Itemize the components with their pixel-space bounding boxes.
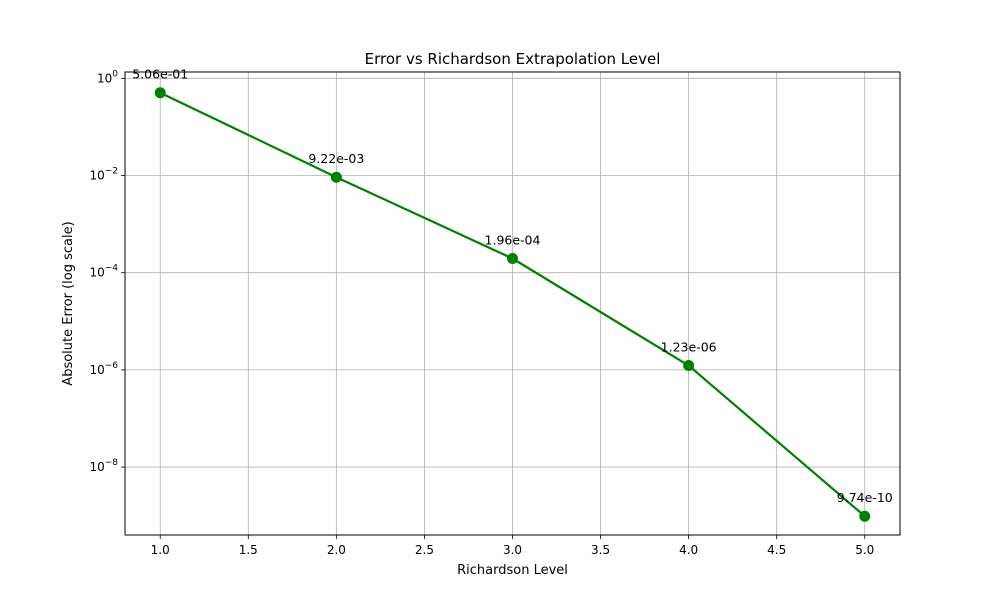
data-point <box>330 171 342 183</box>
data-point <box>507 253 518 265</box>
x-tick-label: 3.0 <box>503 543 522 557</box>
y-axis-ticks: 100 10−2 10−4 10−6 10−8 <box>89 69 125 474</box>
x-tick-label: 5.0 <box>855 543 874 557</box>
data-label: 1.96e-04 <box>485 233 541 248</box>
x-axis-ticks: 1.0 1.5 2.0 2.5 3.0 3.5 4.0 4.5 5.0 <box>151 535 874 557</box>
data-labels: 5.06e-01 9.22e-03 1.96e-04 1.23e-06 9.74e-10 <box>132 67 893 506</box>
x-tick-label: 2.5 <box>415 543 434 557</box>
x-axis-label: Richardson Level <box>457 563 568 578</box>
x-tick-label: 4.0 <box>679 543 698 557</box>
y-tick-label: 10−2 <box>89 167 118 183</box>
series <box>154 87 871 522</box>
y-tick-label: 10−8 <box>89 458 118 474</box>
chart-title: Error vs Richardson Extrapolation Level <box>365 50 661 68</box>
data-label: 9.22e-03 <box>308 151 364 166</box>
grid <box>125 72 900 535</box>
y-tick-label: 10−4 <box>89 264 118 280</box>
data-label: 1.23e-06 <box>661 340 717 355</box>
y-axis-label: Absolute Error (log scale) <box>61 221 76 385</box>
x-tick-label: 3.5 <box>591 543 610 557</box>
data-label: 5.06e-01 <box>132 67 188 82</box>
x-tick-label: 1.0 <box>151 543 170 557</box>
x-tick-label: 1.5 <box>239 543 258 557</box>
x-tick-label: 2.0 <box>327 543 346 557</box>
data-point <box>683 360 695 372</box>
x-tick-label: 4.5 <box>767 543 786 557</box>
data-point <box>154 87 166 99</box>
y-tick-label: 100 <box>97 69 118 85</box>
data-point <box>859 510 871 522</box>
data-label: 9.74e-10 <box>837 490 893 505</box>
plot-frame <box>124 71 901 536</box>
y-tick-label: 10−6 <box>89 361 118 377</box>
